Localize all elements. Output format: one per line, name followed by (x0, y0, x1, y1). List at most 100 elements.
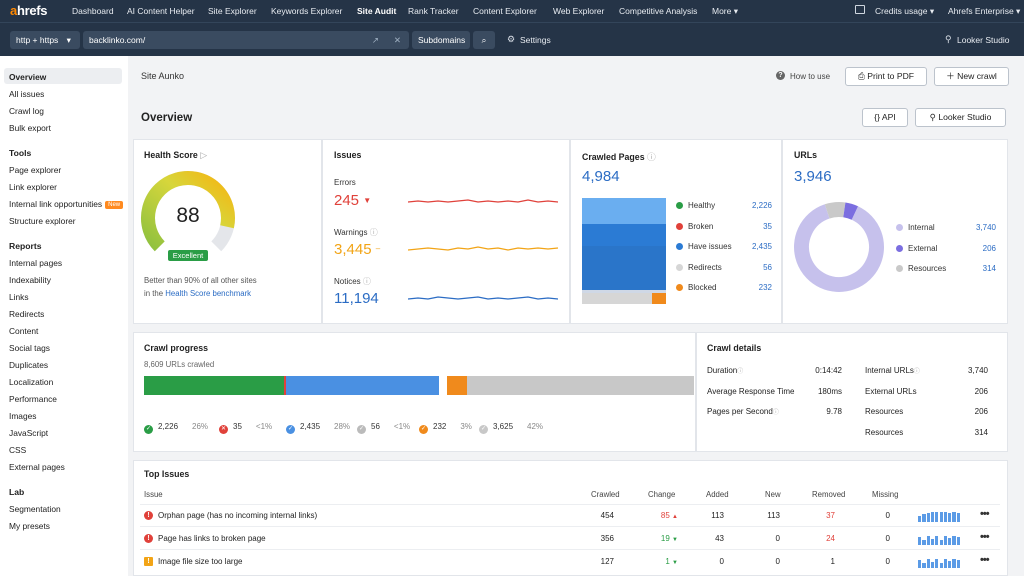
sidebar-item-link-explorer[interactable]: Link explorer (9, 182, 57, 192)
sidebar-item-css[interactable]: CSS (9, 445, 27, 455)
new-count[interactable]: 0 (775, 534, 780, 543)
col-header-added[interactable]: Added (706, 490, 729, 499)
sidebar-item-social-tags[interactable]: Social tags (9, 343, 50, 353)
missing-count[interactable]: 0 (885, 534, 890, 543)
crawled-legend-value[interactable]: 2,226 (751, 201, 772, 210)
table-row[interactable]: ! Page has links to broken page 356 19 ▼ 43 0… (140, 529, 1000, 549)
search-button[interactable]: ⌕ (473, 31, 495, 49)
protocol-select[interactable]: http + https ▾ (10, 31, 80, 49)
nav-keywords-explorer[interactable]: Keywords Explorer (271, 6, 343, 16)
nav-rank-tracker[interactable]: Rank Tracker (408, 6, 459, 16)
added-count[interactable]: 113 (711, 511, 724, 520)
health-score-benchmark-link[interactable]: Health Score benchmark (165, 289, 252, 298)
crawled-legend-row[interactable]: Broken 35 (676, 221, 772, 233)
sidebar-item-page-explorer[interactable]: Page explorer (9, 165, 62, 175)
ahrefs-logo[interactable]: ahrefs (10, 3, 48, 18)
col-header-missing[interactable]: Missing (872, 490, 899, 499)
sidebar-item-my-presets[interactable]: My presets (9, 521, 50, 531)
crawled-count[interactable]: 454 (600, 511, 614, 520)
looker-studio-button[interactable]: ⚲ Looker Studio (915, 108, 1006, 127)
clear-icon[interactable]: ✕ (393, 35, 401, 45)
urls-legend-value[interactable]: 3,740 (975, 223, 996, 232)
crawled-count[interactable]: 356 (600, 534, 614, 543)
sidebar-item-internal-pages[interactable]: Internal pages (9, 258, 63, 268)
errors-value[interactable]: 245 ▼ (334, 192, 372, 209)
issue-name[interactable]: Orphan page (has no incoming internal li… (158, 511, 318, 520)
more-actions-icon[interactable]: ••• (980, 554, 990, 566)
urls-legend-value[interactable]: 314 (982, 264, 996, 273)
sidebar-item-indexability[interactable]: Indexability (9, 275, 51, 285)
sidebar-item-overview[interactable]: Overview (9, 72, 47, 82)
nav-ai-content-helper[interactable]: AI Content Helper (127, 6, 195, 16)
sidebar-item-images[interactable]: Images (9, 411, 37, 421)
new-count[interactable]: 0 (775, 557, 780, 566)
issue-name[interactable]: Image file size too large (158, 557, 243, 566)
sidebar-item-redirects[interactable]: Redirects (9, 309, 45, 319)
sidebar-item-bulk-export[interactable]: Bulk export (9, 123, 51, 133)
urls-legend-row[interactable]: Resources 314 (896, 263, 996, 275)
nav-site-explorer[interactable]: Site Explorer (208, 6, 257, 16)
crawled-legend-row[interactable]: Healthy 2,226 (676, 200, 772, 212)
sidebar-item-crawl-log[interactable]: Crawl log (9, 106, 44, 116)
crawled-legend-value[interactable]: 56 (763, 262, 772, 272)
nav-content-explorer[interactable]: Content Explorer (473, 6, 537, 16)
target-url-input[interactable]: backlinko.com/ ↗ ✕ (83, 31, 409, 49)
nav-site-audit[interactable]: Site Audit (357, 6, 397, 16)
urls-legend-value[interactable]: 206 (982, 243, 996, 253)
notices-value[interactable]: 11,194 (334, 290, 379, 307)
crawled-legend-row[interactable]: Redirects 56 (676, 262, 772, 274)
added-count[interactable]: 0 (719, 557, 724, 566)
removed-count[interactable]: 24 (826, 534, 835, 543)
monitor-icon[interactable] (855, 5, 865, 14)
new-crawl-button[interactable]: ＋ New crawl (934, 67, 1009, 86)
sidebar-item-internal-link-opportunities[interactable]: Internal link opportunities New (9, 199, 124, 209)
sidebar-item-external-pages[interactable]: External pages (9, 462, 65, 472)
urls-legend-row[interactable]: Internal 3,740 (896, 222, 996, 234)
sidebar-item-duplicates[interactable]: Duplicates (9, 360, 49, 370)
table-row[interactable]: ! Image file size too large 127 1 ▼ 0 0 1 0 ••• (140, 552, 1000, 572)
account-menu[interactable]: Ahrefs Enterprise ▾ (948, 6, 1021, 16)
external-link-icon[interactable]: ↗ (371, 35, 379, 45)
missing-count[interactable]: 0 (885, 557, 890, 566)
sidebar-item-segmentation[interactable]: Segmentation (9, 504, 61, 514)
col-header-removed[interactable]: Removed (812, 490, 846, 499)
new-count[interactable]: 113 (767, 511, 780, 520)
sidebar-item-localization[interactable]: Localization (9, 377, 54, 387)
nav-dashboard[interactable]: Dashboard (72, 6, 114, 16)
credits-usage-menu[interactable]: Credits usage ▾ (875, 6, 935, 16)
sidebar-item-javascript[interactable]: JavaScript (9, 428, 49, 438)
api-button[interactable]: {} API (862, 108, 908, 127)
col-header-change[interactable]: Change (648, 490, 676, 499)
table-row[interactable]: ! Orphan page (has no incoming internal l… (140, 506, 1000, 526)
crawled-legend-row[interactable]: Blocked 232 (676, 282, 772, 294)
urls-total[interactable]: 3,946 (794, 168, 832, 185)
crawled-legend-row[interactable]: Have issues 2,435 (676, 241, 772, 253)
how-to-use-link[interactable]: How to use (790, 72, 831, 81)
crawled-pages-total[interactable]: 4,984 (582, 168, 620, 185)
gear-icon[interactable]: ⚙ (507, 34, 516, 44)
crawled-legend-value[interactable]: 35 (763, 221, 772, 231)
crawled-legend-value[interactable]: 2,435 (751, 242, 772, 251)
more-actions-icon[interactable]: ••• (980, 508, 990, 520)
settings-button[interactable]: Settings (520, 35, 551, 45)
print-to-pdf-button[interactable]: ⎙ Print to PDF (845, 67, 927, 86)
removed-count[interactable]: 1 (830, 557, 835, 566)
warnings-value[interactable]: 3,445 – (334, 241, 381, 258)
added-count[interactable]: 43 (715, 534, 724, 543)
nav-more[interactable]: More ▾ (712, 6, 739, 16)
sidebar-item-content[interactable]: Content (9, 326, 39, 336)
crawled-count[interactable]: 127 (600, 557, 614, 566)
more-actions-icon[interactable]: ••• (980, 531, 990, 543)
nav-web-explorer[interactable]: Web Explorer (553, 6, 605, 16)
subdomains-select[interactable]: Subdomains (412, 31, 470, 49)
removed-count[interactable]: 37 (826, 511, 835, 520)
crawled-legend-value[interactable]: 232 (758, 283, 772, 292)
col-header-crawled[interactable]: Crawled (591, 490, 620, 499)
missing-count[interactable]: 0 (885, 511, 890, 520)
urls-legend-row[interactable]: External 206 (896, 243, 996, 255)
looker-studio-link[interactable]: Looker Studio (957, 35, 1010, 45)
sidebar-item-performance[interactable]: Performance (9, 394, 57, 404)
issue-name[interactable]: Page has links to broken page (158, 534, 266, 543)
sidebar-item-all-issues[interactable]: All issues (9, 89, 45, 99)
nav-competitive-analysis[interactable]: Competitive Analysis (619, 6, 698, 16)
